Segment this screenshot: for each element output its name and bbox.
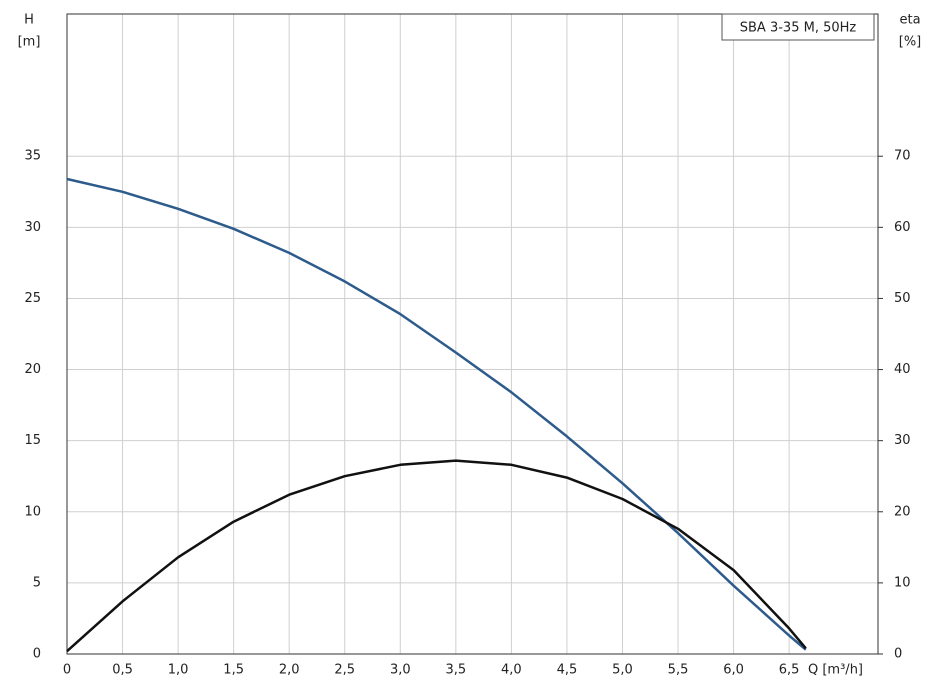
x-tick-label: 0,5 xyxy=(112,663,133,678)
y2-tick-label: 40 xyxy=(894,362,911,377)
y-tick-label: 30 xyxy=(24,220,41,235)
plot-frame xyxy=(66,13,879,655)
x-axis-label: Q [m³/h] xyxy=(808,663,863,678)
y-tick-label: 15 xyxy=(24,433,41,448)
y-tick-label: 10 xyxy=(24,504,41,519)
y2-tick-label: 50 xyxy=(894,291,911,306)
y-tick-label: 5 xyxy=(33,575,41,590)
x-tick-label: 6,5 xyxy=(779,663,800,678)
y2-tick-label: 60 xyxy=(894,220,911,235)
y2-tick-label: 30 xyxy=(894,433,911,448)
y2-tick-label: 0 xyxy=(894,647,902,662)
y-tick-label: 25 xyxy=(24,291,41,306)
x-tick-label: 6,0 xyxy=(723,663,744,678)
x-tick-label: 3,5 xyxy=(445,663,466,678)
x-tick-label: 3,0 xyxy=(390,663,411,678)
curve xyxy=(66,459,807,653)
y-axis-label: H xyxy=(24,13,34,28)
y-tick-label: 0 xyxy=(33,647,41,662)
title-box xyxy=(721,13,875,41)
chart-title: SBA 3-35 M, 50Hz xyxy=(740,21,857,36)
y2-tick-label: 70 xyxy=(894,149,911,164)
y-tick-label: 20 xyxy=(24,362,41,377)
y2-tick-label: 20 xyxy=(894,504,911,519)
x-tick-label: 4,0 xyxy=(501,663,522,678)
x-tick-label: 5,0 xyxy=(612,663,633,678)
y-tick-label: 35 xyxy=(24,149,41,164)
x-tick-label: 1,5 xyxy=(223,663,244,678)
x-tick-label: 4,5 xyxy=(557,663,578,678)
x-tick-label: 2,5 xyxy=(334,663,355,678)
y-axis-unit: [m] xyxy=(18,35,41,50)
x-tick-label: 5,5 xyxy=(668,663,689,678)
y2-axis-unit: [%] xyxy=(899,35,922,50)
curve xyxy=(66,177,807,651)
y2-axis-label: eta xyxy=(899,13,920,28)
x-tick-label: 0 xyxy=(63,663,71,678)
x-tick-label: 2,0 xyxy=(279,663,300,678)
y2-tick-label: 10 xyxy=(894,575,911,590)
x-tick-label: 1,0 xyxy=(168,663,189,678)
